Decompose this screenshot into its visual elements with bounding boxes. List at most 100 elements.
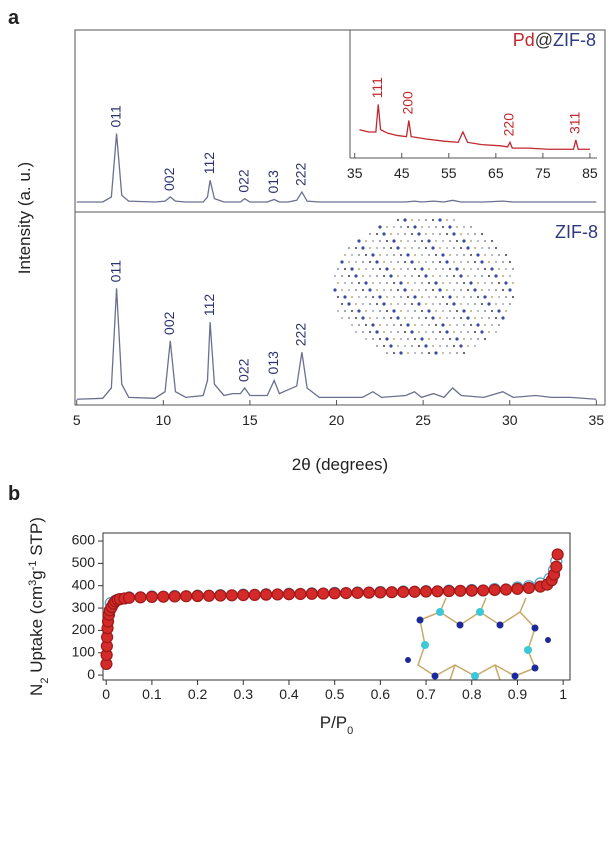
- atom: [524, 646, 532, 654]
- framework-atom: [438, 288, 442, 292]
- framework-atom: [473, 232, 477, 236]
- framework-atom: [396, 316, 400, 320]
- y-tick-label: 500: [72, 554, 96, 570]
- framework-atom: [375, 316, 379, 320]
- atom: [511, 672, 519, 680]
- framework-atom: [431, 330, 435, 334]
- framework-atom: [364, 253, 368, 257]
- framework-atom: [483, 267, 487, 271]
- framework-atom: [389, 246, 393, 250]
- framework-atom: [382, 232, 386, 236]
- framework-atom: [455, 295, 459, 299]
- framework-atom: [508, 288, 512, 292]
- framework-atom: [371, 309, 375, 313]
- framework-atom: [420, 239, 424, 243]
- framework-atom: [424, 330, 428, 334]
- framework-atom: [438, 246, 442, 250]
- framework-atom: [462, 239, 466, 243]
- peak-label: 111: [369, 77, 385, 98]
- x-tick-label: 45: [394, 165, 410, 181]
- framework-atom: [459, 302, 463, 306]
- framework-atom: [396, 288, 400, 292]
- framework-atom: [462, 337, 466, 341]
- framework-atom: [413, 281, 417, 285]
- framework-atom: [368, 316, 372, 320]
- framework-atom: [410, 246, 414, 250]
- framework-atom: [480, 288, 484, 292]
- peak-label: 013: [265, 351, 281, 375]
- framework-atom: [406, 239, 410, 243]
- data-point: [339, 586, 353, 600]
- framework-atom: [455, 239, 459, 243]
- data-point: [271, 588, 284, 601]
- framework-atom: [343, 253, 347, 257]
- framework-atom: [385, 337, 389, 341]
- framework-atom: [497, 323, 501, 327]
- framework-atom: [371, 253, 375, 257]
- framework-atom: [490, 239, 494, 243]
- framework-atom: [368, 232, 372, 236]
- framework-atom: [462, 281, 466, 285]
- framework-atom: [399, 267, 403, 271]
- framework-atom: [361, 246, 365, 250]
- y-axis-label-part: -1: [27, 561, 39, 571]
- framework-atom: [399, 281, 403, 285]
- framework-atom: [389, 274, 393, 278]
- framework-atom: [427, 253, 431, 257]
- framework-atom: [389, 302, 393, 306]
- framework-atom: [459, 274, 463, 278]
- framework-atom: [420, 351, 424, 355]
- framework-atom: [354, 260, 358, 264]
- data-point: [385, 586, 398, 599]
- framework-atom: [392, 351, 396, 355]
- framework-atom: [445, 232, 449, 236]
- framework-atom: [459, 232, 463, 236]
- framework-atom: [427, 337, 431, 341]
- framework-atom: [420, 253, 424, 257]
- framework-atom: [497, 295, 501, 299]
- data-point: [454, 584, 467, 597]
- framework-atom: [413, 267, 417, 271]
- framework-atom: [448, 309, 452, 313]
- framework-atom: [382, 288, 386, 292]
- framework-atom: [357, 323, 361, 327]
- data-point: [550, 560, 563, 573]
- framework-atom: [501, 260, 505, 264]
- framework-atom: [420, 225, 424, 229]
- framework-atom: [424, 344, 428, 348]
- framework-atom: [403, 344, 407, 348]
- framework-atom: [389, 344, 393, 348]
- framework-atom: [438, 232, 442, 236]
- framework-atom: [441, 225, 445, 229]
- framework-atom: [385, 281, 389, 285]
- framework-atom: [434, 281, 438, 285]
- framework-atom: [462, 323, 466, 327]
- framework-atom: [371, 281, 375, 285]
- framework-atom: [385, 267, 389, 271]
- framework-atom: [445, 330, 449, 334]
- framework-atom: [452, 260, 456, 264]
- framework-atom: [424, 246, 428, 250]
- framework-atom: [347, 302, 351, 306]
- trace-label-part: @: [535, 30, 553, 50]
- x-tick-label: 35: [347, 165, 363, 181]
- framework-atom: [378, 253, 382, 257]
- framework-atom: [508, 302, 512, 306]
- peak-label: 002: [161, 311, 177, 335]
- data-point: [168, 590, 181, 603]
- molecule-atoms: [405, 608, 551, 680]
- framework-atom: [413, 225, 417, 229]
- framework-atom: [361, 302, 365, 306]
- framework-atom: [431, 288, 435, 292]
- framework-atom: [448, 351, 452, 355]
- data-point: [477, 584, 490, 597]
- framework-atom: [375, 246, 379, 250]
- framework-atom: [336, 281, 340, 285]
- framework-atom: [441, 253, 445, 257]
- framework-atom: [350, 309, 354, 313]
- framework-atom: [431, 302, 435, 306]
- framework-atom: [413, 337, 417, 341]
- framework-atom: [336, 267, 340, 271]
- framework-atom: [403, 232, 407, 236]
